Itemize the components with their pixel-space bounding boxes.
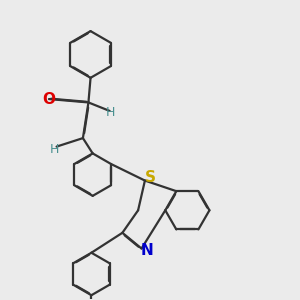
Text: H: H	[106, 106, 115, 119]
Text: N: N	[140, 243, 153, 258]
Text: O: O	[42, 92, 56, 106]
Text: H: H	[50, 143, 59, 156]
Text: S: S	[145, 170, 155, 185]
